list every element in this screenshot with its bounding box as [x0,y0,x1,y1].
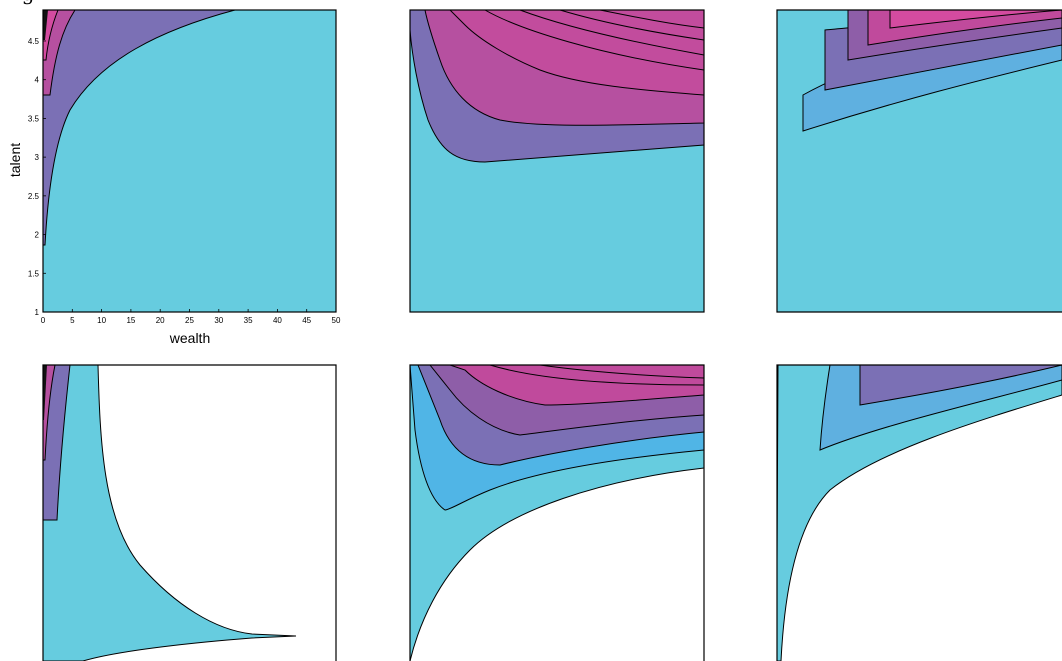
plot-frame [42,364,337,661]
contour-panel-4 [42,364,337,661]
contour-band-black [43,10,48,40]
y-tick-label: 2 [35,231,40,240]
x-tick-label: 10 [97,316,106,325]
y-tick-labels: 1 1.5 2 2.5 3 3.5 4 4.5 [28,37,46,317]
contour-band-black [43,365,47,420]
contour-band-line-1 [489,364,705,386]
x-tick-label: 0 [41,316,46,325]
y-tick-label: 2.5 [28,192,40,201]
contour-band-violet [42,9,236,246]
contour-band-magenta [42,364,56,461]
x-tick-label: 50 [332,316,341,325]
y-tick-label: 3.5 [28,114,40,123]
contour-panel-5 [409,364,705,661]
plot-frame [776,364,1062,661]
x-tick-label: 40 [273,316,282,325]
x-tick-label: 45 [302,316,311,325]
x-tick-labels: 0 5 10 15 20 25 30 35 40 45 50 [41,309,341,325]
x-axis-label: wealth [169,330,210,346]
y-tick-label: 1.5 [28,269,40,278]
contour-band-light-blue [42,364,297,661]
y-tick-label: 4.5 [28,37,40,46]
contour-band-violet [859,364,1062,406]
contour-band-pink [448,9,705,96]
contour-panel-3 [776,9,1062,313]
y-tick-label: 4 [35,76,40,85]
x-tick-label: 25 [185,316,194,325]
contour-band-line-2 [519,9,705,56]
contour-band-line-4 [599,9,705,29]
x-tick-label: 15 [126,316,135,325]
y-tick-label: 1 [35,308,40,317]
contour-panel-1: 0 5 10 15 20 25 30 35 40 45 50 1 1.5 2 2.5 3 3.5 4 4.5 we… [7,9,341,346]
y-axis-label: talent [7,143,23,177]
contour-band-line-1 [484,9,705,71]
x-tick-label: 35 [244,316,253,325]
x-tick-label: 30 [214,316,223,325]
x-tick-label: 5 [70,316,75,325]
contour-panel-2 [409,9,705,313]
y-tick-label: 3 [35,153,40,162]
plot-frame [409,364,705,661]
x-tick-label: 20 [156,316,165,325]
contour-band-line-2 [539,364,705,379]
plot-frame [409,9,705,313]
contour-band-line-3 [559,9,705,41]
plot-frame [776,9,1062,313]
contour-panel-6 [776,364,1062,661]
page-caption: f g [8,0,35,5]
